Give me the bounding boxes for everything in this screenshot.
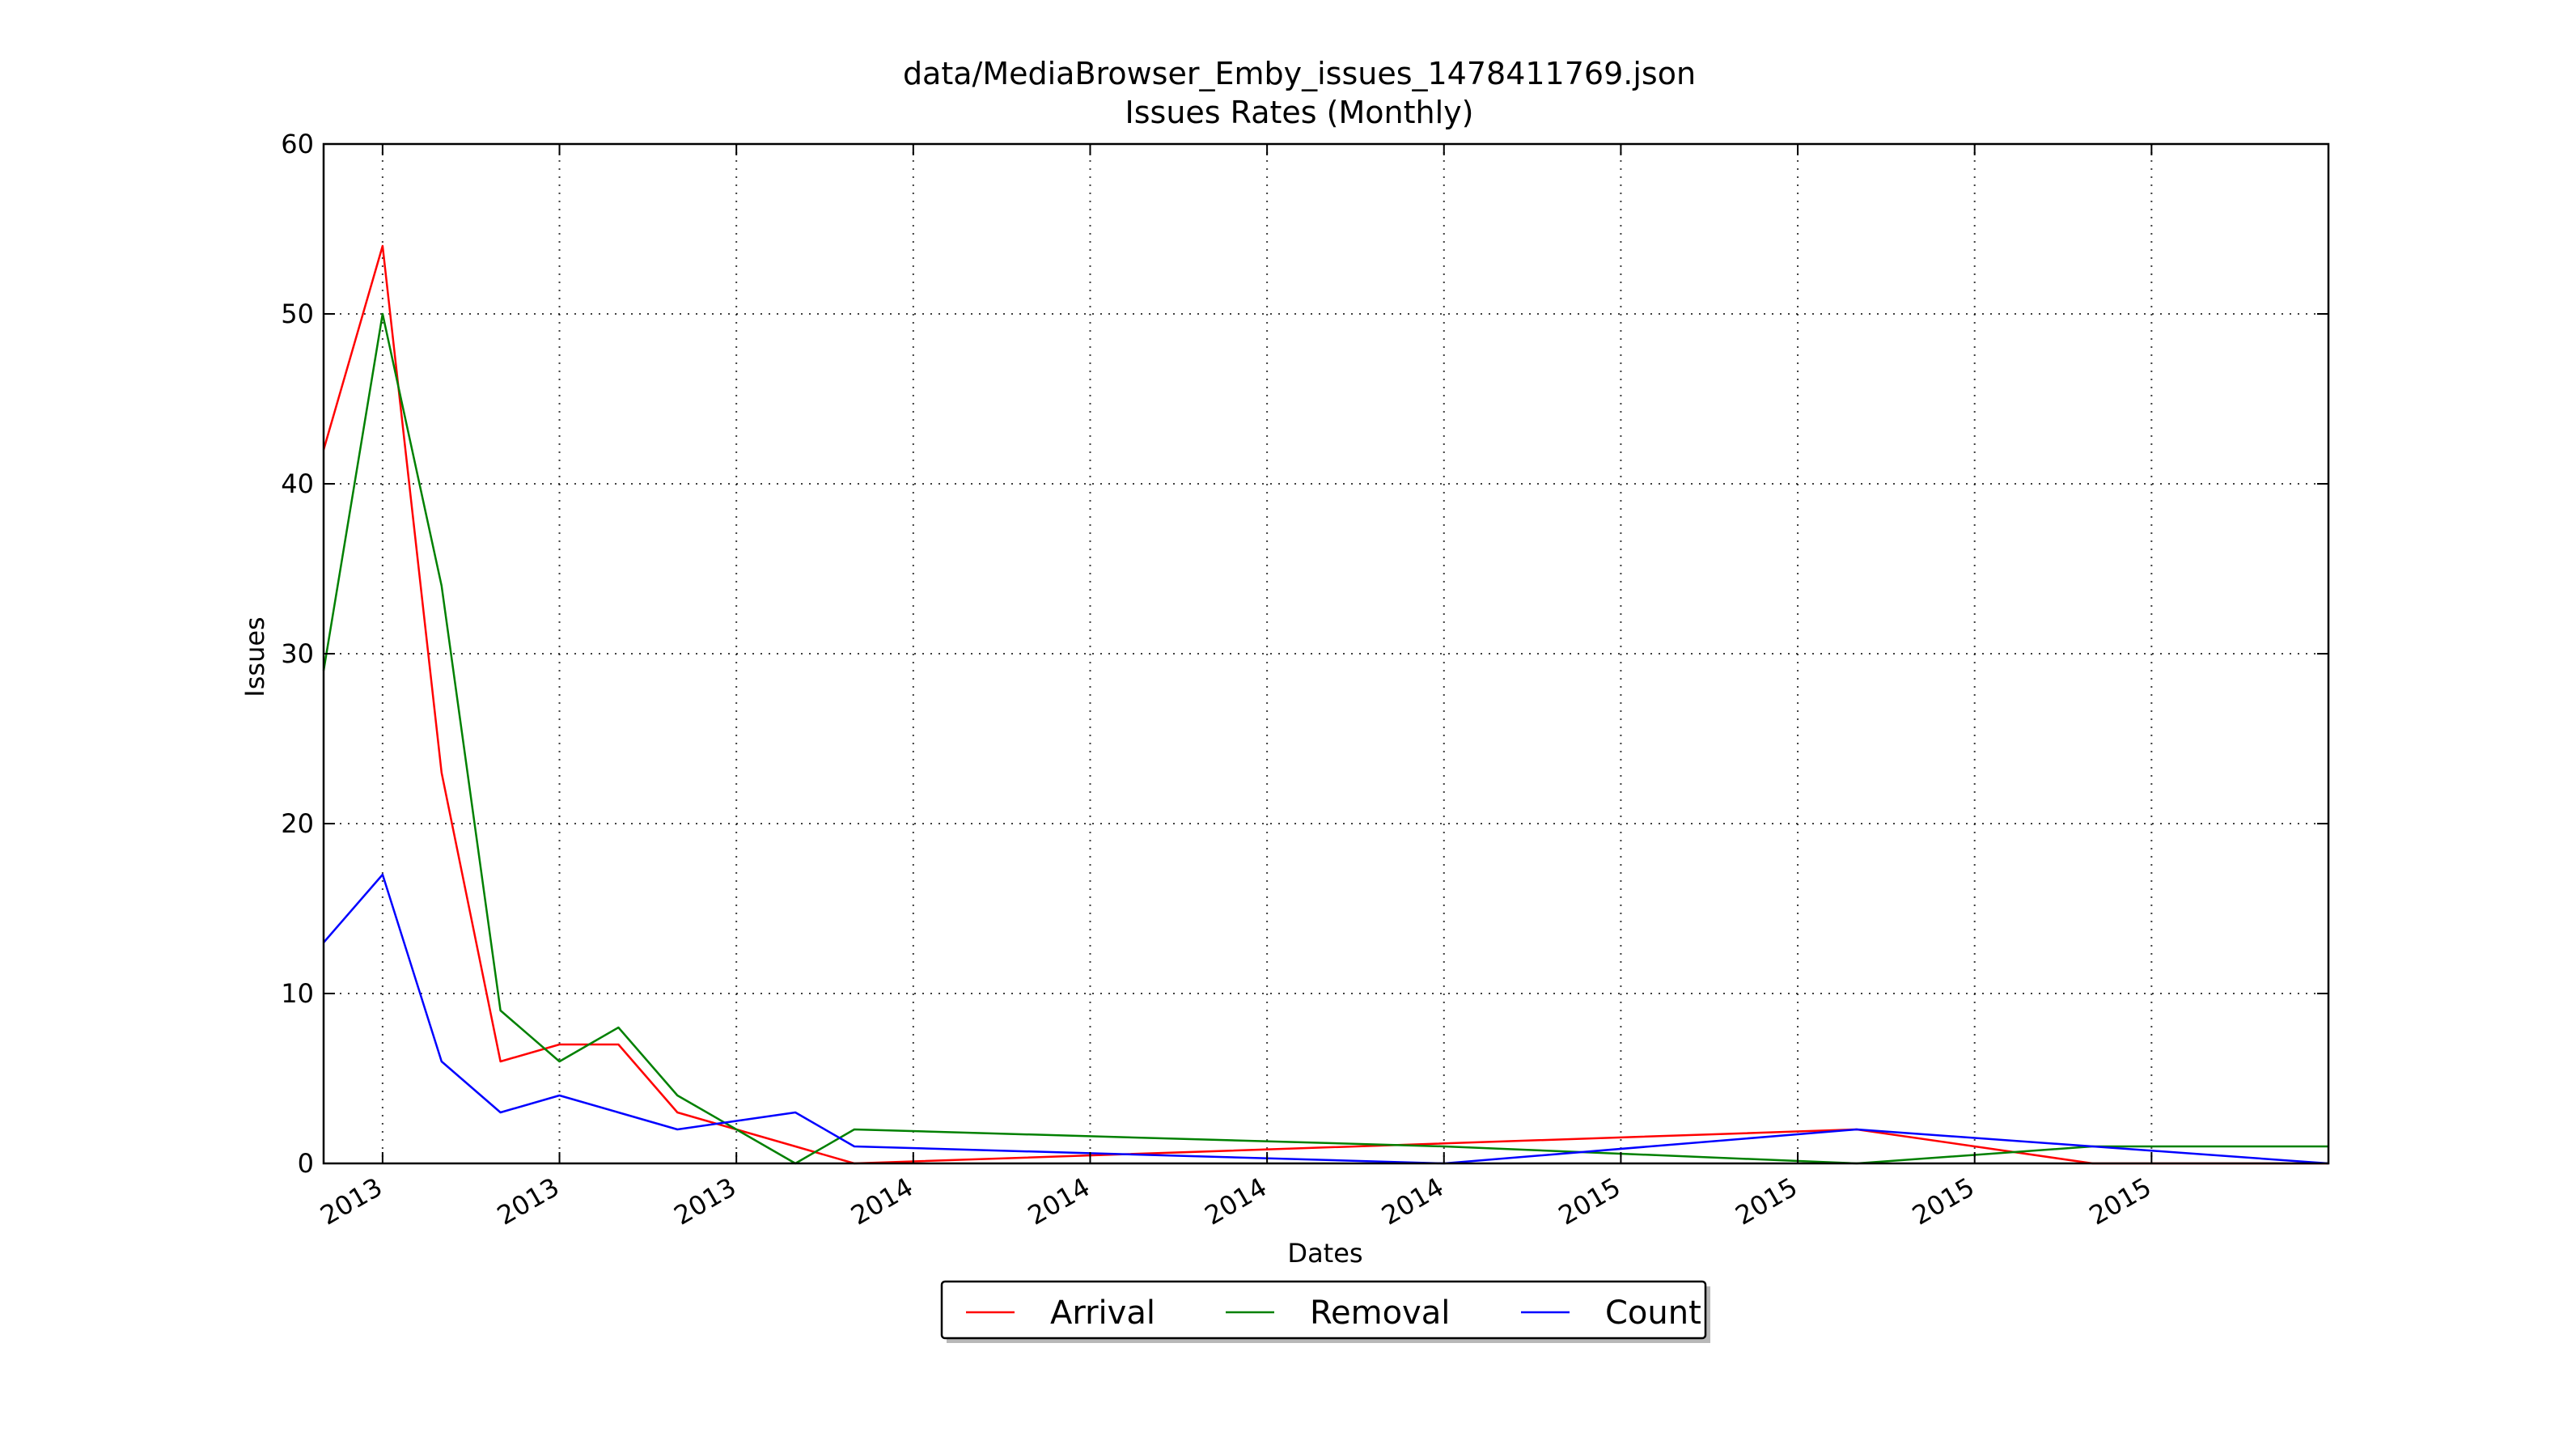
y-tick-label: 60 (281, 129, 314, 159)
y-axis-label: Issues (239, 616, 270, 697)
chart-title: data/MediaBrowser_Emby_issues_1478411769… (903, 56, 1696, 91)
legend-label-removal: Removal (1310, 1294, 1450, 1332)
y-tick-label: 10 (281, 978, 314, 1009)
series-lines (322, 244, 2329, 1165)
y-tick-label: 30 (281, 638, 314, 669)
grid (324, 144, 2328, 1163)
legend-items: Arrival Removal Count (966, 1294, 1701, 1332)
series-line-removal (322, 312, 2328, 1165)
y-tick-label: 0 (298, 1148, 314, 1179)
series-line-count (323, 873, 2329, 1165)
y-tick-label: 50 (281, 299, 314, 329)
y-tick-label: 20 (281, 808, 314, 839)
y-tick-label: 40 (281, 468, 314, 499)
legend-box (940, 1280, 1707, 1340)
legend-label-arrival: Arrival (1050, 1294, 1155, 1332)
legend: Arrival Removal Count (940, 1280, 1710, 1343)
x-axis-label: Dates (1287, 1238, 1362, 1269)
legend-label-count: Count (1605, 1294, 1701, 1332)
chart-subtitle: Issues Rates (Monthly) (1125, 95, 1474, 130)
